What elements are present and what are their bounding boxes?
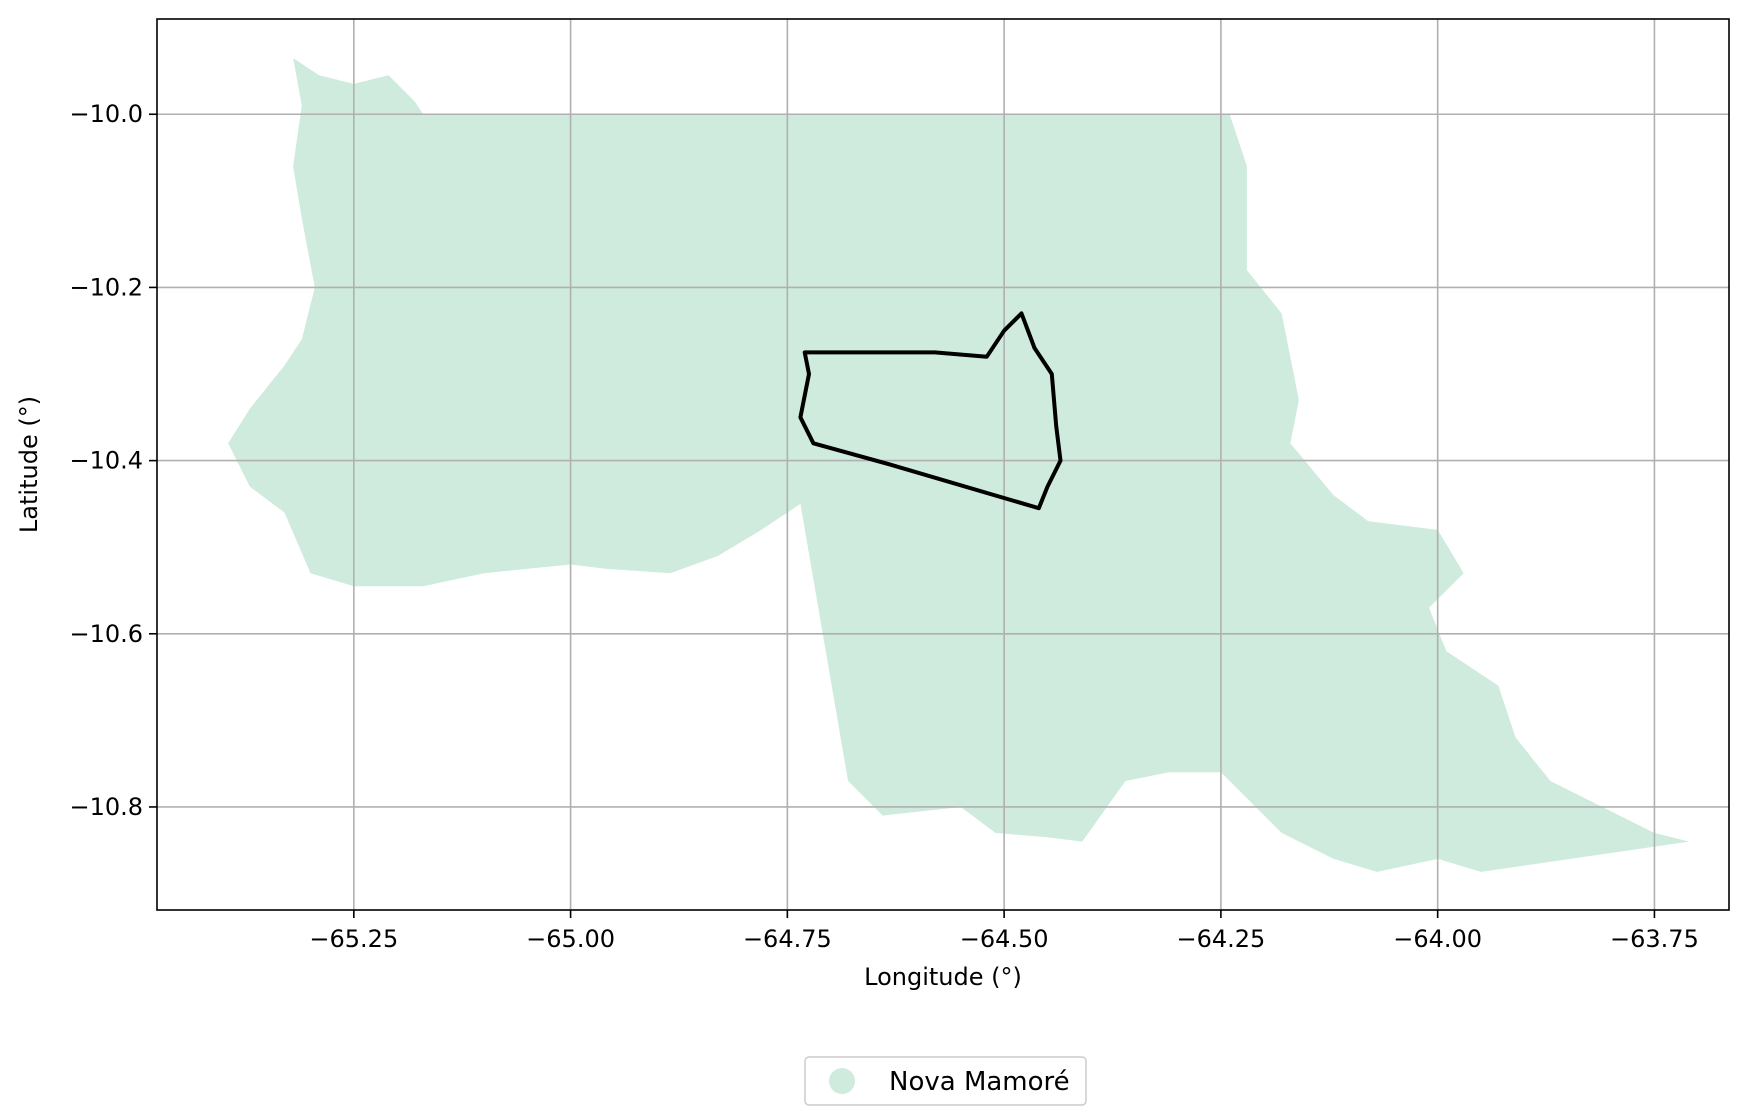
y-tick-label: −10.8 <box>69 793 143 821</box>
grid-layer <box>157 19 1729 910</box>
legend-swatch-nova-mamore <box>829 1068 855 1094</box>
legend-label-nova-mamore: Nova Mamoré <box>889 1067 1070 1097</box>
y-tick-label: −10.2 <box>69 273 143 301</box>
plot-frame <box>156 18 1730 911</box>
region-layer <box>228 58 1690 872</box>
y-tick-label: −10.0 <box>69 100 143 128</box>
legend: Nova Mamoré <box>804 1056 1087 1106</box>
x-tick-label: −65.25 <box>309 925 398 953</box>
x-tick-label: −64.25 <box>1176 925 1265 953</box>
x-tick-label: −64.75 <box>743 925 832 953</box>
y-tick-layer: −10.0 −10.2 −10.4 −10.6 −10.8 <box>69 100 157 821</box>
legend-frame <box>804 1056 1087 1106</box>
y-axis-label: Latitude (°) <box>15 396 43 533</box>
y-tick-label: −10.6 <box>69 620 143 648</box>
x-tick-layer: −65.25 −65.00 −64.75 −64.50 −64.25 −64.00 −63.… <box>309 910 1699 953</box>
municipality-area-nova-mamore <box>228 58 1690 872</box>
x-axis-label: Longitude (°) <box>864 963 1022 991</box>
x-tick-label: −63.75 <box>1610 925 1699 953</box>
x-tick-label: −64.50 <box>960 925 1049 953</box>
highlighted-boundary-outline <box>798 311 1063 511</box>
x-tick-label: −65.00 <box>526 925 615 953</box>
x-tick-label: −64.00 <box>1393 925 1482 953</box>
outline-layer <box>798 311 1063 511</box>
y-tick-label: −10.4 <box>69 447 143 475</box>
